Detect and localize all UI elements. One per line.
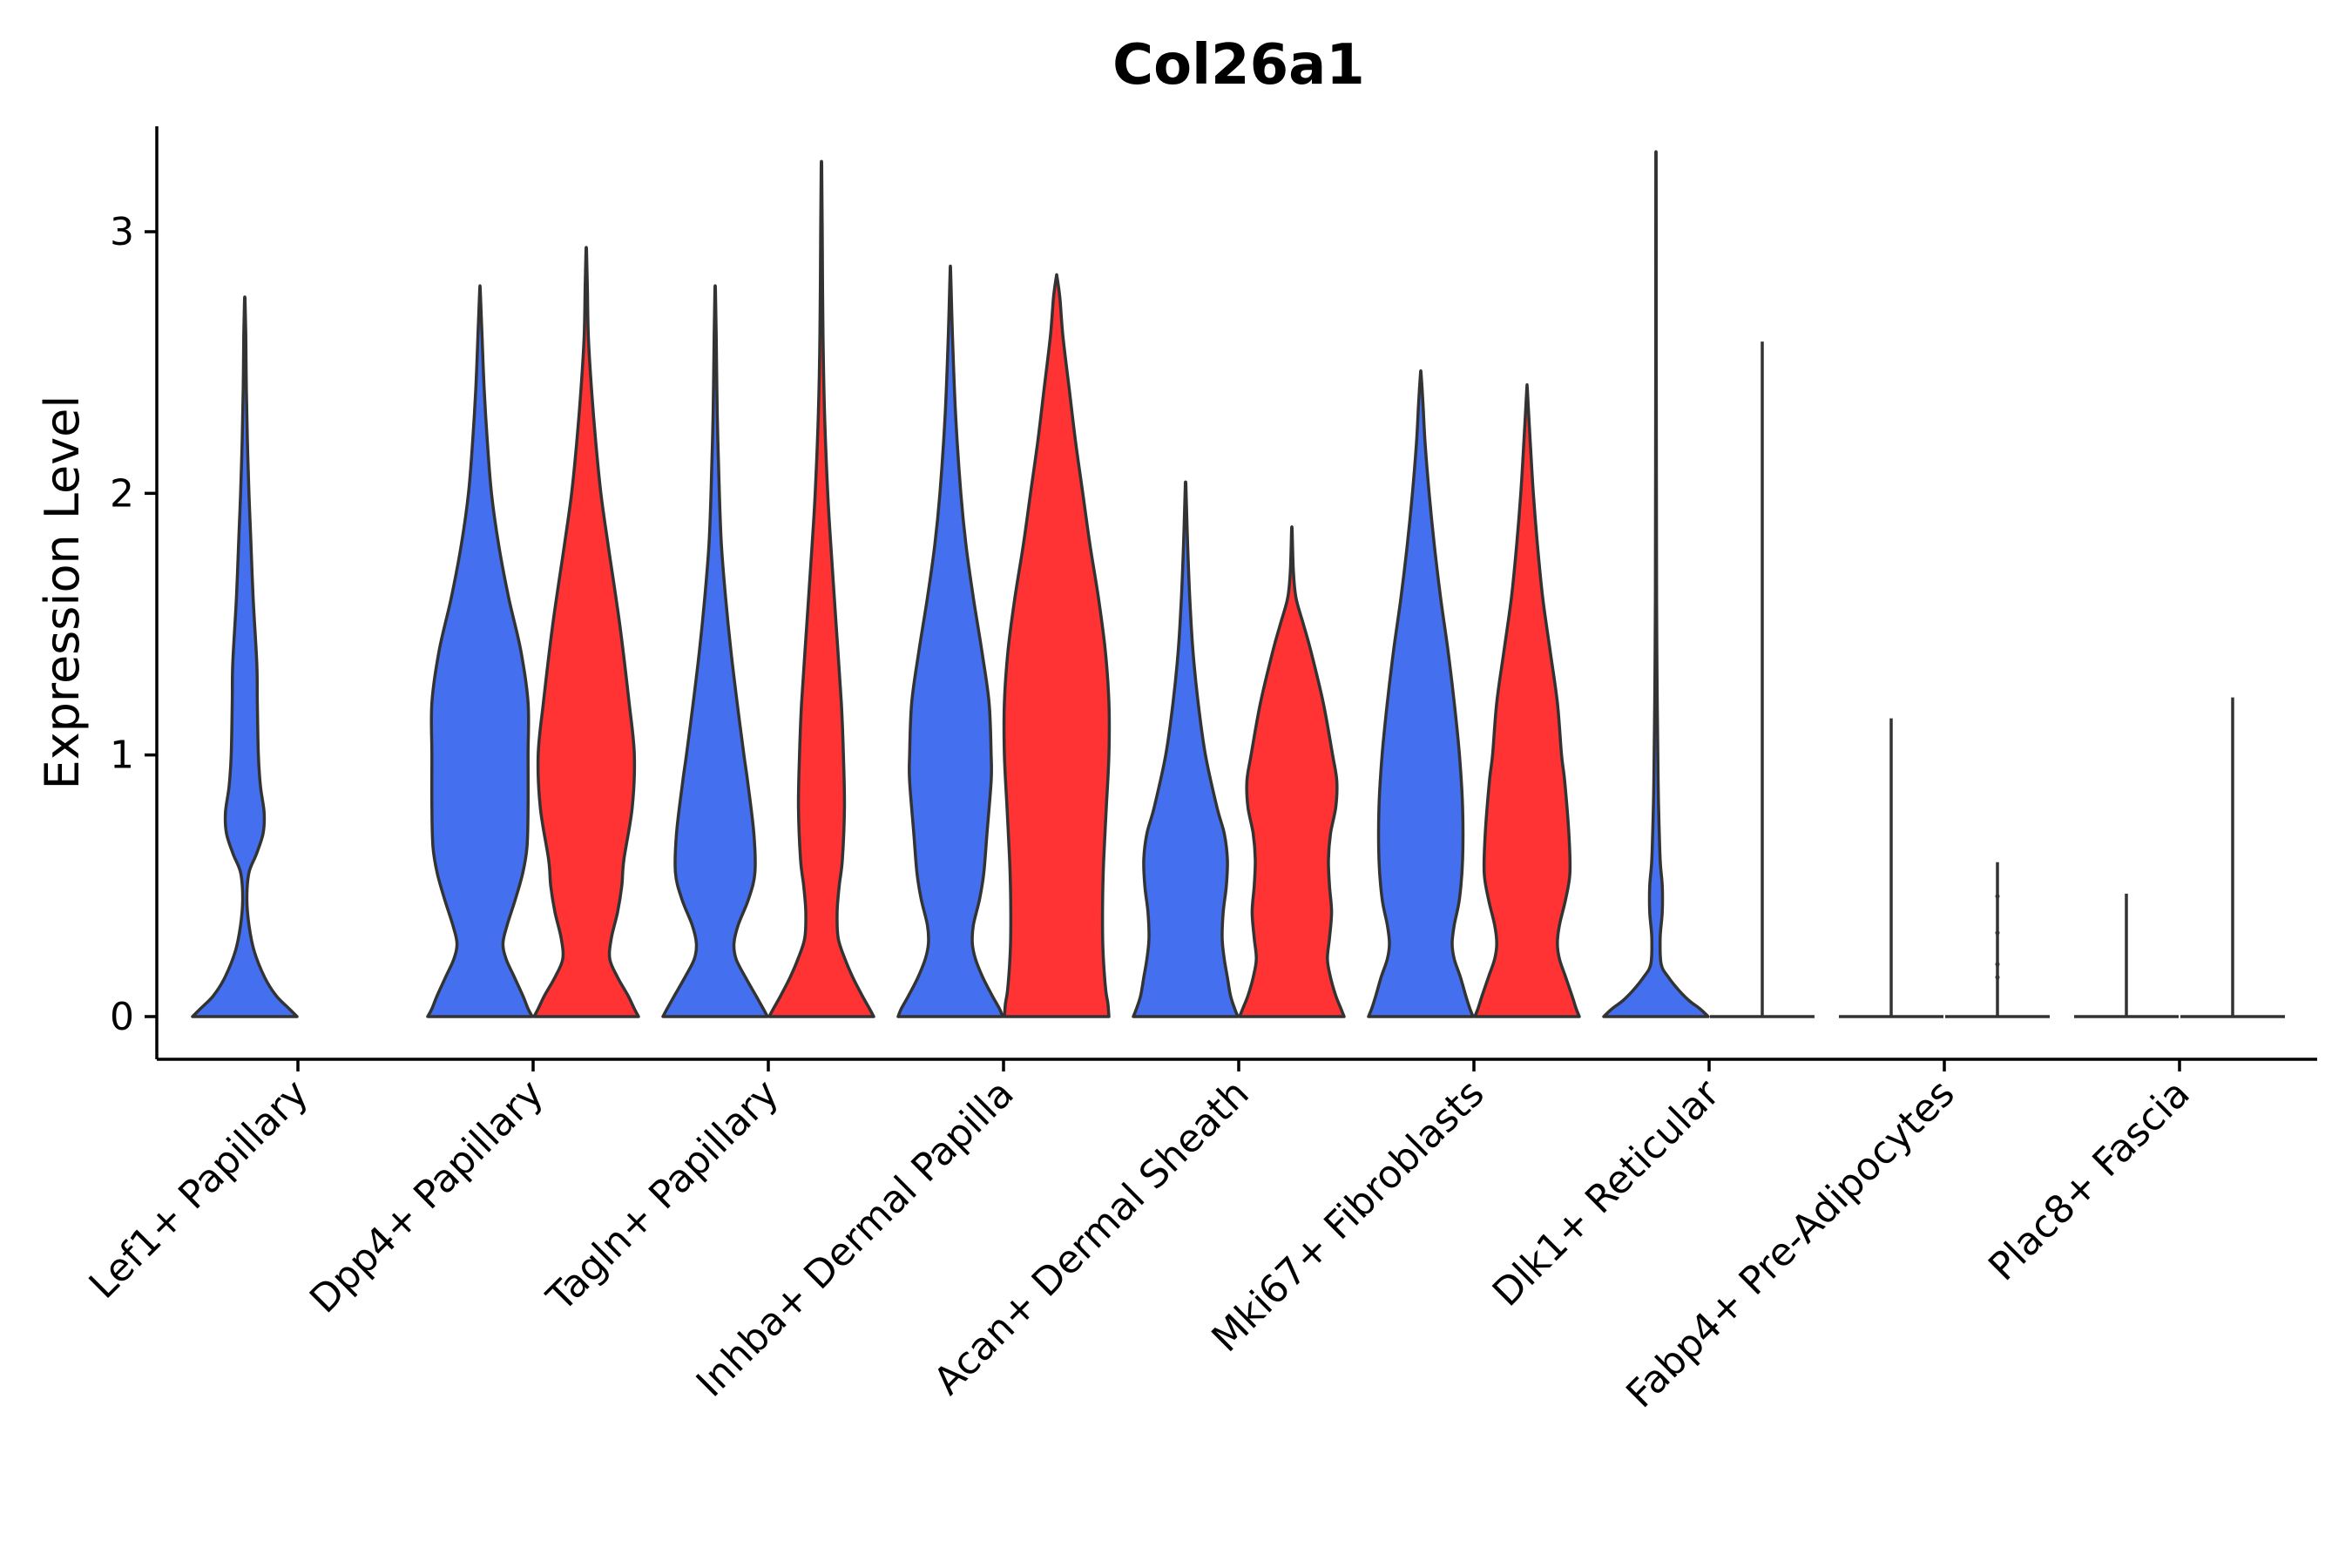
violin-mki67-fibroblasts-2 [1473, 383, 1581, 1018]
x-tick-label-lef1-papillary: Lef1+ Papillary [81, 1071, 317, 1308]
y-axis-label: Expression Level [35, 395, 90, 790]
chart-title: Col26a1 [1112, 33, 1365, 98]
violin-plac8-fascia-1 [2074, 893, 2179, 1018]
y-tick-label-2: 2 [110, 471, 134, 516]
point-fabp4-pre-adipocytes-2-0 [1995, 962, 2000, 967]
violin-tagln-papillary-1 [661, 284, 769, 1018]
violin-dlk1-reticular-2 [1710, 341, 1815, 1018]
violin-inhba-dermal-papilla-2 [1002, 273, 1112, 1018]
violin-dpp4-papillary-1 [426, 284, 534, 1018]
violin-dpp4-papillary-2 [532, 246, 640, 1018]
violin-fabp4-pre-adipocytes-2 [1945, 862, 2050, 1018]
violin-tagln-papillary-2 [767, 159, 875, 1018]
x-tick-label-dpp4-papillary: Dpp4+ Papillary [301, 1071, 552, 1322]
violin-plac8-fascia-2 [2180, 697, 2285, 1018]
violin-lef1-papillary-1 [191, 295, 299, 1018]
y-tick-label-1: 1 [110, 733, 134, 778]
violin-inhba-dermal-papilla-1 [896, 264, 1004, 1018]
plot-area [191, 150, 2285, 1018]
violin-acan-dermal-sheath-1 [1132, 480, 1240, 1018]
point-fabp4-pre-adipocytes-2-2 [1995, 894, 2000, 899]
axes [155, 126, 2317, 1061]
y-ticks: 0 1 2 3 [110, 210, 157, 1039]
x-tick-label-mki67-fibroblasts: Mki67+ Fibroblasts [1203, 1071, 1492, 1361]
y-tick-label-3: 3 [110, 210, 134, 254]
violin-dlk1-reticular-1 [1602, 150, 1710, 1018]
point-fabp4-pre-adipocytes-2-3 [1995, 975, 2000, 980]
violin-fabp4-pre-adipocytes-1 [1839, 718, 1943, 1018]
point-fabp4-pre-adipocytes-2-1 [1995, 930, 2000, 936]
violin-acan-dermal-sheath-2 [1238, 525, 1346, 1018]
y-tick-label-0: 0 [110, 995, 134, 1039]
x-tick-label-dlk1-reticular: Dlk1+ Reticular [1484, 1071, 1729, 1315]
x-tick-label-tagln-papillary: Tagln+ Papillary [538, 1071, 787, 1321]
x-tick-label-plac8-fascia: Plac8+ Fascia [1980, 1071, 2199, 1290]
violin-mki67-fibroblasts-1 [1367, 369, 1475, 1018]
